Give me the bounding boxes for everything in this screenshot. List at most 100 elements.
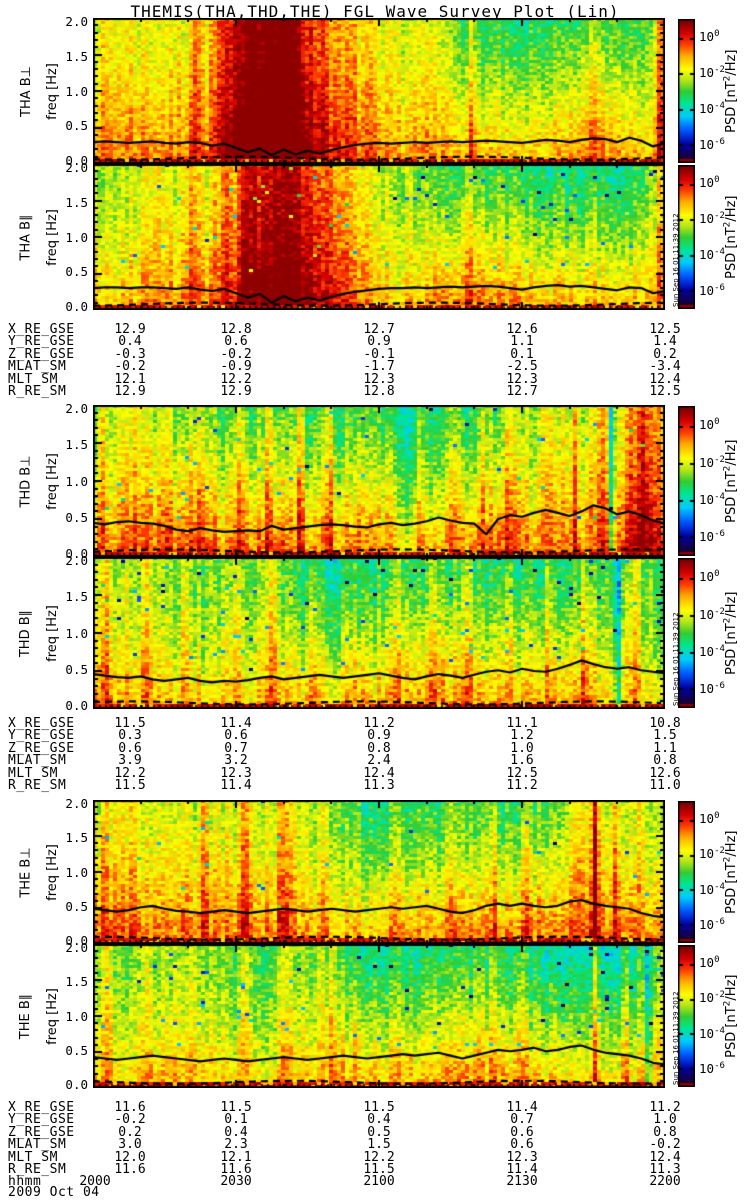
- psd-axis-label: PSD [nT2/Hz]: [723, 974, 739, 1057]
- psd-tick-base: 10: [699, 211, 715, 227]
- psd-axis-label-wrap: PSD [nT2/Hz]: [712, 18, 750, 164]
- ephemeris-value: 12.7: [363, 322, 395, 337]
- psd-axis-label-wrap: PSD [nT2/Hz]: [712, 557, 750, 709]
- ephemeris-value: 11.4: [506, 1100, 538, 1115]
- ephemeris-value: 0.9: [367, 728, 391, 744]
- psd-tick-base: 10: [699, 1061, 715, 1077]
- ephemeris-label: R_RE_SM: [8, 778, 67, 793]
- freq-tick-label: 0.0: [65, 933, 88, 948]
- ephemeris-label: MLAT_SM: [8, 359, 67, 375]
- ephemeris-value: 0.3: [118, 728, 142, 744]
- time-tick-label: 2200: [649, 1174, 681, 1190]
- freq-tick-label: 1.0: [65, 864, 88, 880]
- plot-timestamp: Sun Sep 16 01:11:39 2012: [672, 991, 680, 1085]
- ephemeris-value: 12.7: [506, 384, 538, 399]
- ephemeris-value: 3.0: [118, 1137, 142, 1153]
- ephemeris-value: 11.0: [649, 778, 681, 793]
- ephemeris-value: 1.5: [367, 1137, 391, 1153]
- ephemeris-value: 12.0: [114, 1149, 146, 1165]
- freq-tick-label: 1.5: [65, 589, 88, 605]
- ephemeris-value: 2.4: [367, 753, 391, 769]
- ephemeris-value: 11.4: [506, 1162, 538, 1177]
- ephemeris-label: Y_RE_GSE: [8, 1112, 75, 1128]
- ephemeris-value: 12.1: [220, 1149, 252, 1165]
- psd-label-pre: PSD [nT: [724, 81, 740, 133]
- psd-label-sup: 2: [722, 856, 733, 863]
- psd-tick-exp: -4: [714, 491, 725, 502]
- psd-axis-label: PSD [nT2/Hz]: [723, 591, 739, 674]
- freq-tick-label: 0.5: [65, 509, 88, 525]
- spectrogram-thd-bperp: [93, 405, 665, 557]
- psd-axis-label: PSD [nT2/Hz]: [723, 439, 739, 522]
- psd-label-post: /Hz]: [724, 49, 740, 76]
- psd-tick-exp: -2: [714, 606, 725, 617]
- panel-label: THA B∥: [18, 213, 34, 261]
- plot-timestamp: Sun Sep 16 01:11:39 2012: [672, 213, 680, 307]
- psd-tick-label: 10-6: [699, 137, 725, 152]
- psd-tick-base: 10: [699, 29, 715, 45]
- ephemeris-value: 0.8: [653, 1124, 677, 1140]
- psd-tick-base: 10: [699, 811, 715, 827]
- psd-tick-base: 10: [699, 175, 715, 191]
- freq-tick-label: 2.0: [65, 160, 88, 175]
- psd-label-post: /Hz]: [724, 195, 740, 222]
- freq-tick-label: 2.0: [65, 553, 88, 568]
- psd-tick-label: 10-2: [699, 455, 725, 470]
- psd-tick-base: 10: [699, 1025, 715, 1041]
- ephemeris-value: 0.8: [367, 740, 391, 756]
- psd-tick-exp: 0: [714, 811, 720, 822]
- psd-axis-label-wrap: PSD [nT2/Hz]: [712, 944, 750, 1088]
- freq-tick-label: 1.0: [65, 1008, 88, 1024]
- ephemeris-label: MLAT_SM: [8, 1137, 67, 1153]
- ephemeris-value: 0.4: [118, 334, 142, 350]
- ephemeris-value: 1.1: [653, 740, 677, 756]
- ephemeris-label: Z_RE_GSE: [8, 1124, 75, 1140]
- psd-tick-base: 10: [699, 643, 715, 659]
- psd-axis-label-wrap: PSD [nT2/Hz]: [712, 800, 750, 944]
- ephemeris-value: 0.6: [224, 334, 248, 350]
- psd-tick-exp: -2: [714, 846, 725, 857]
- ephemeris-value: 12.4: [649, 1149, 681, 1165]
- freq-tick-label: 0.0: [65, 1077, 88, 1092]
- freq-tick-label: 0.5: [65, 898, 88, 914]
- ephemeris-value: 0.6: [224, 728, 248, 744]
- psd-tick-exp: -6: [714, 917, 725, 927]
- ephemeris-value: 1.5: [653, 728, 677, 744]
- psd-axis-label: PSD [nT2/Hz]: [723, 830, 739, 913]
- ephemeris-label: R_RE_SM: [8, 1162, 67, 1177]
- freq-tick-label: 1.5: [65, 48, 88, 64]
- ephemeris-label: X_RE_GSE: [8, 716, 75, 731]
- ephemeris-value: 1.2: [510, 728, 534, 744]
- freq-tick-label: 0.0: [65, 153, 88, 168]
- ephemeris-value: 0.7: [224, 740, 248, 756]
- ephemeris-value: 12.6: [506, 322, 538, 337]
- freq-tick-label: 1.5: [65, 830, 88, 846]
- date-label: 2009 Oct 04: [8, 1185, 100, 1200]
- ephemeris-value: 2.3: [224, 1137, 248, 1153]
- psd-tick-exp: -6: [714, 1061, 725, 1071]
- ephemeris-value: 11.2: [506, 778, 538, 793]
- psd-tick-label: 10-2: [699, 607, 725, 622]
- psd-tick-label: 100: [699, 417, 719, 432]
- psd-label-sup: 2: [722, 75, 733, 82]
- ephemeris-value: 12.8: [220, 322, 252, 337]
- ephemeris-value: 11.6: [114, 1100, 146, 1115]
- psd-tick-exp: -4: [714, 643, 725, 654]
- spectrogram-tha-bpar: [93, 164, 665, 310]
- freq-tick-label: 0.0: [65, 698, 88, 713]
- psd-tick-exp: 0: [714, 417, 720, 428]
- ephemeris-value: -3.4: [649, 359, 681, 375]
- psd-tick-label: 10-4: [699, 644, 725, 659]
- freq-tick-label: 1.5: [65, 437, 88, 453]
- ephemeris-value: 12.9: [220, 384, 252, 399]
- psd-tick-label: 10-6: [699, 529, 725, 544]
- psd-colorbar: [678, 406, 695, 556]
- plot-title: THEMIS(THA,THD,THE) FGL Wave Survey Plot…: [130, 2, 620, 21]
- psd-label-post: /Hz]: [724, 974, 740, 1001]
- ephemeris-value: 3.9: [118, 753, 142, 769]
- freq-tick-label: 2.0: [65, 940, 88, 955]
- psd-tick-label: 10-2: [699, 990, 725, 1005]
- ephemeris-label: MLT_SM: [8, 1149, 58, 1165]
- freq-tick-label: 1.5: [65, 194, 88, 210]
